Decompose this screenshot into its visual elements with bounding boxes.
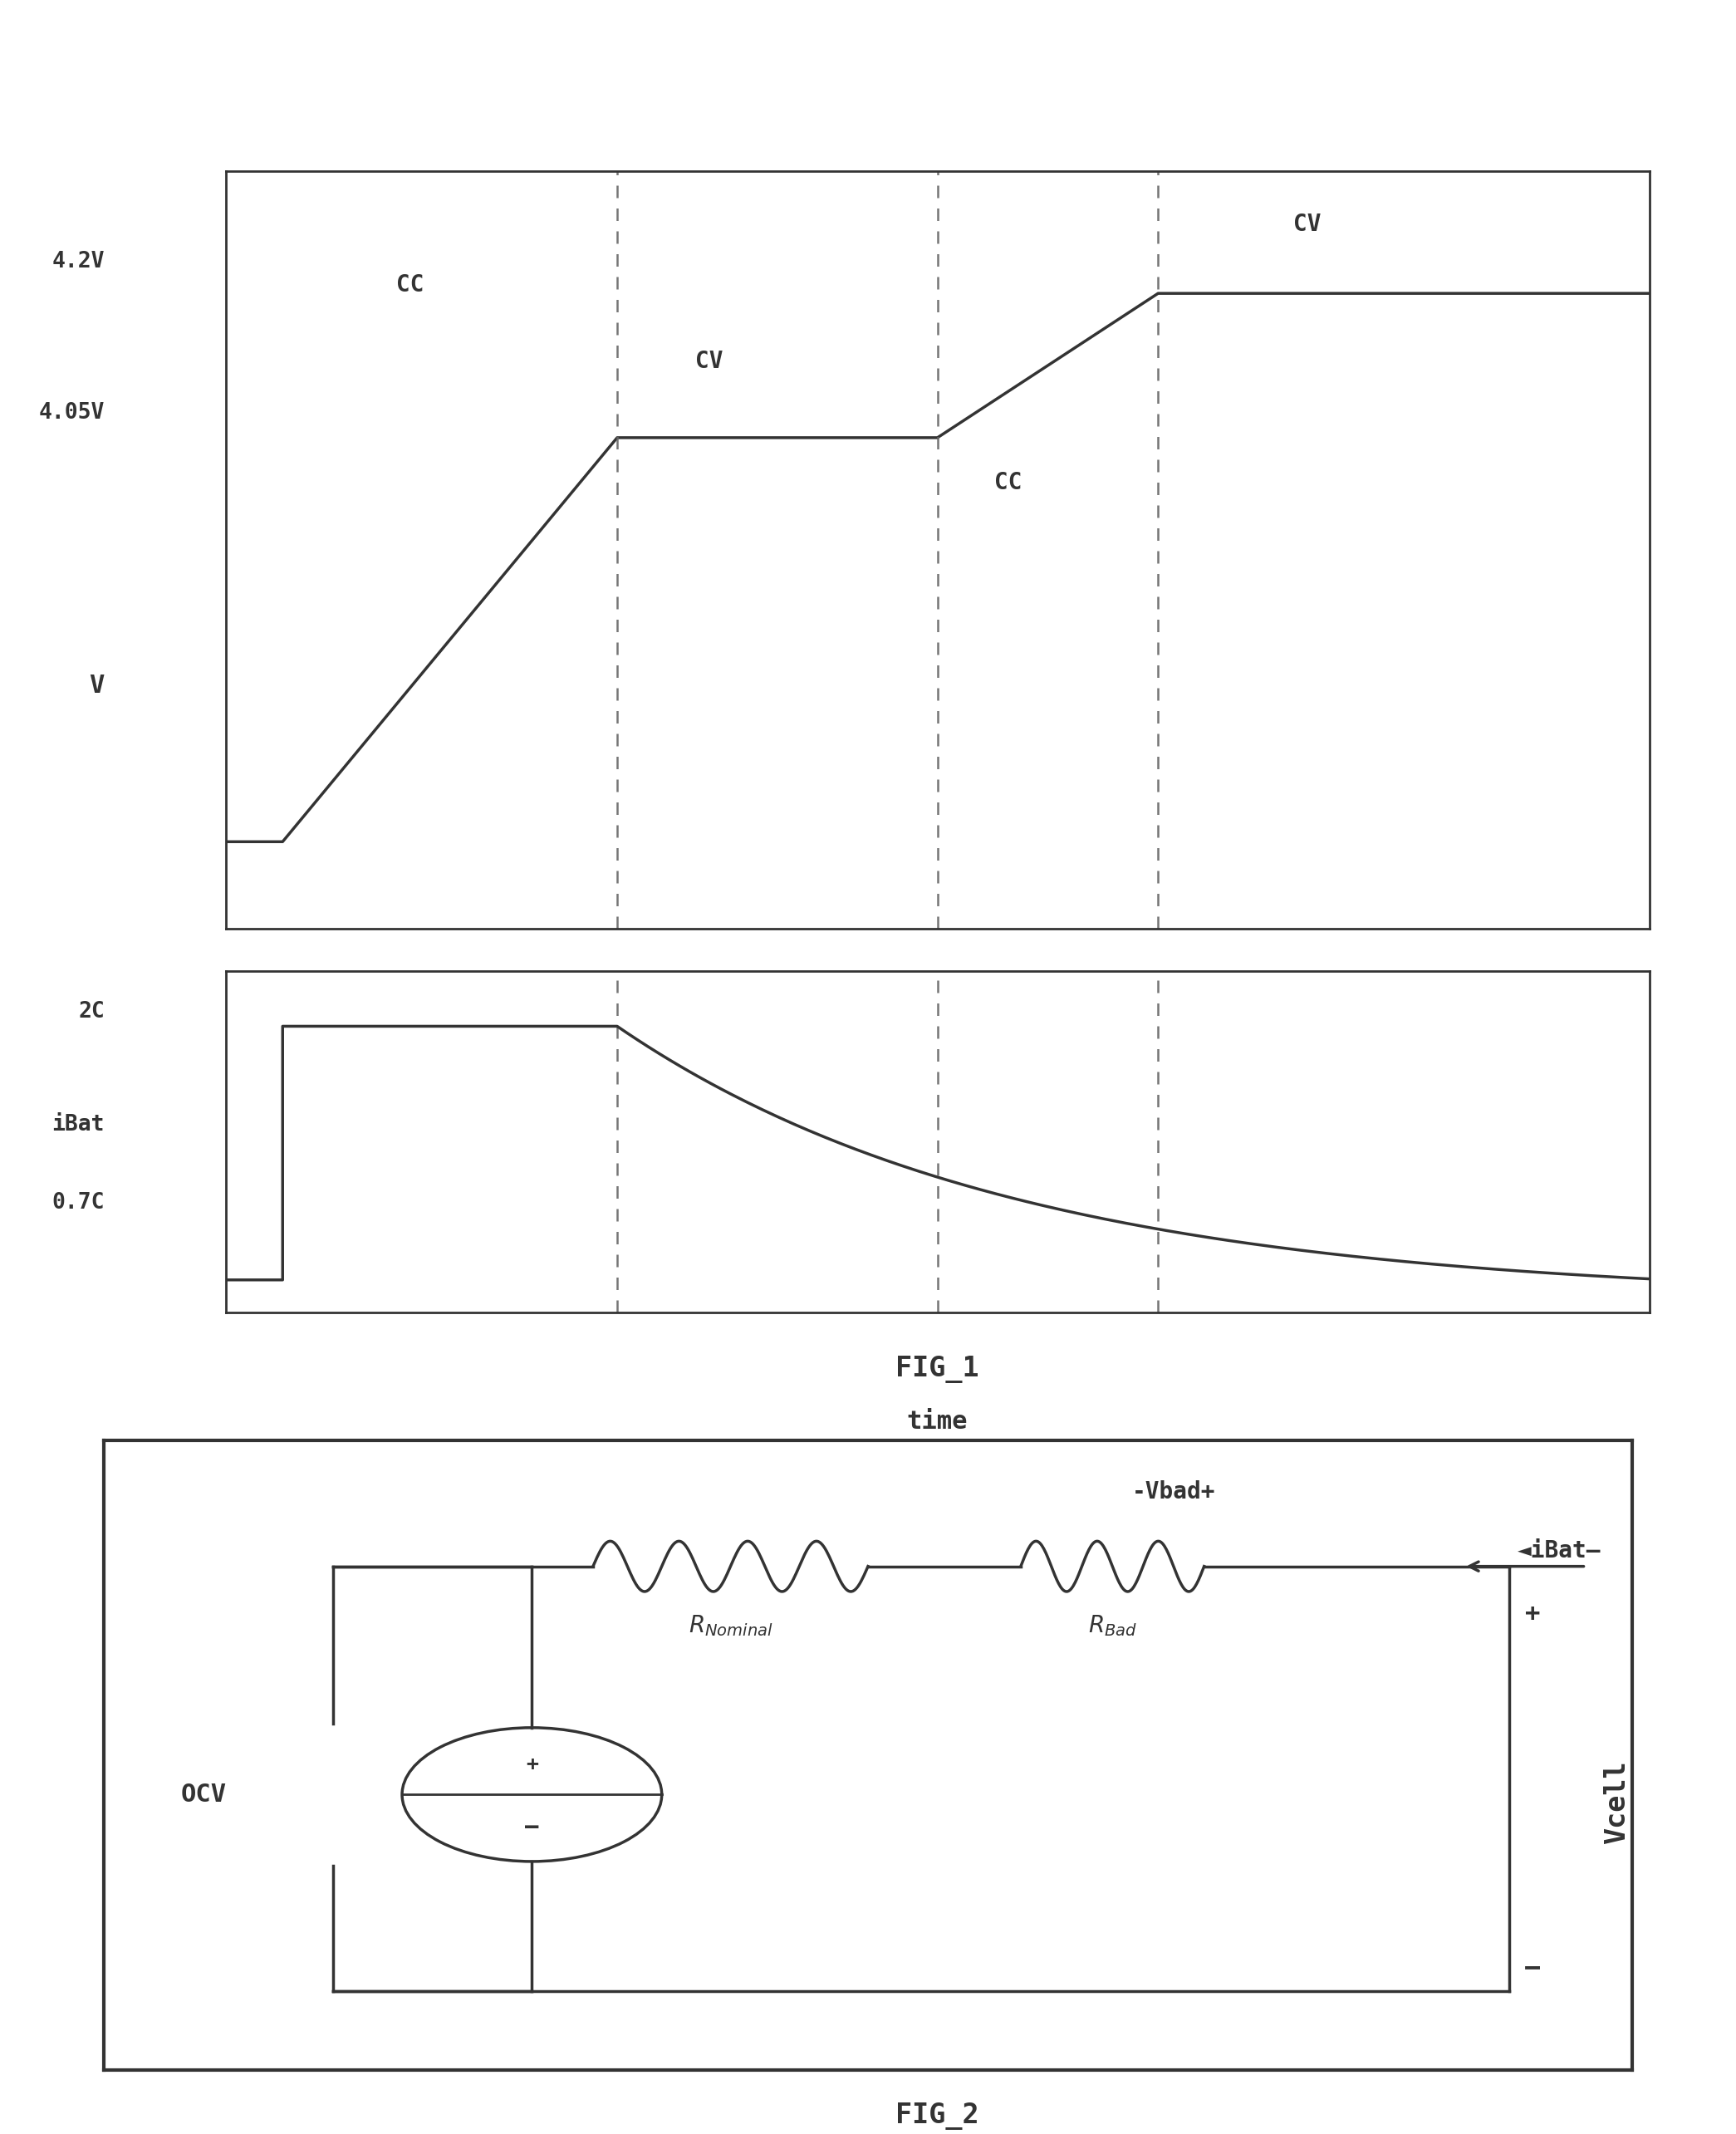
Text: −: − bbox=[1524, 1955, 1542, 1980]
Text: -Vbad+: -Vbad+ bbox=[1132, 1481, 1215, 1502]
Text: 2C: 2C bbox=[78, 1001, 104, 1022]
Text: 4.2V: 4.2V bbox=[52, 252, 104, 273]
Text: FIG_1: FIG_1 bbox=[896, 1355, 979, 1383]
Text: CC: CC bbox=[995, 472, 1023, 493]
Text: FIG_2: FIG_2 bbox=[896, 2102, 979, 2130]
Text: 4.05V: 4.05V bbox=[38, 403, 104, 425]
Text: $R_{Nominal}$: $R_{Nominal}$ bbox=[689, 1613, 773, 1637]
Text: V: V bbox=[90, 674, 104, 698]
Text: $R_{Bad}$: $R_{Bad}$ bbox=[1088, 1613, 1137, 1637]
Text: CV: CV bbox=[696, 350, 724, 373]
Text: Vcell: Vcell bbox=[1602, 1761, 1630, 1844]
Text: OCV: OCV bbox=[181, 1782, 226, 1807]
Text: CC: CC bbox=[396, 273, 424, 297]
Text: +: + bbox=[526, 1754, 538, 1775]
Text: −: − bbox=[524, 1816, 540, 1840]
Text: 0.7C: 0.7C bbox=[52, 1193, 104, 1214]
Text: CV: CV bbox=[1293, 213, 1321, 237]
Text: iBat: iBat bbox=[52, 1114, 104, 1135]
Text: +: + bbox=[1524, 1600, 1540, 1626]
Text: ◄iBat—: ◄iBat— bbox=[1517, 1539, 1601, 1562]
Text: time: time bbox=[906, 1411, 969, 1434]
